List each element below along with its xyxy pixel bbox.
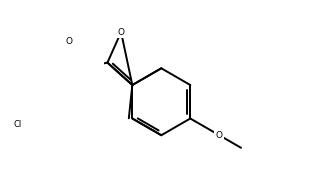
Text: O: O <box>118 28 125 37</box>
Text: Cl: Cl <box>13 120 22 129</box>
Text: O: O <box>65 37 72 46</box>
Text: O: O <box>216 131 223 140</box>
